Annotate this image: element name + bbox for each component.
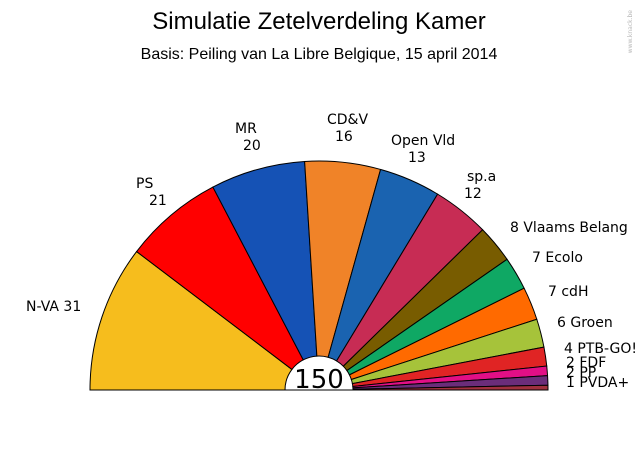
seat-slice-n-va [89,250,293,391]
party-label-cd-v: CD&V 16 [327,112,368,145]
party-label-open-vld: Open Vld 13 [391,133,455,166]
seat-slice-cd-v [304,160,382,358]
party-label-pvda-: 1 PVDA+ [566,375,629,391]
party-label-ps: PS 21 [136,176,167,209]
seat-slice-ps [135,186,304,371]
party-label-n-va: N-VA 31 [26,299,81,315]
party-label-vlaams-belang: 8 Vlaams Belang [510,220,628,236]
chart-subtitle: Basis: Peiling van La Libre Belgique, 15… [140,46,498,63]
seat-slice-mr [212,160,318,361]
party-label-fdf: 2 FDF [566,355,606,371]
party-label-ptb-go-: 4 PTB-GO! [564,341,637,357]
total-seats-label: 150 [294,365,344,395]
party-label-mr: MR 20 [235,121,261,154]
chart-title: Simulatie Zetelverdeling Kamer [152,8,486,35]
party-label-sp-a: sp.a 12 [464,169,496,202]
party-label-ecolo: 7 Ecolo [532,250,583,266]
party-label-pp: 2 PP [566,365,596,381]
party-label-cdh: 7 cdH [548,284,588,300]
party-label-groen: 6 Groen [557,315,613,331]
